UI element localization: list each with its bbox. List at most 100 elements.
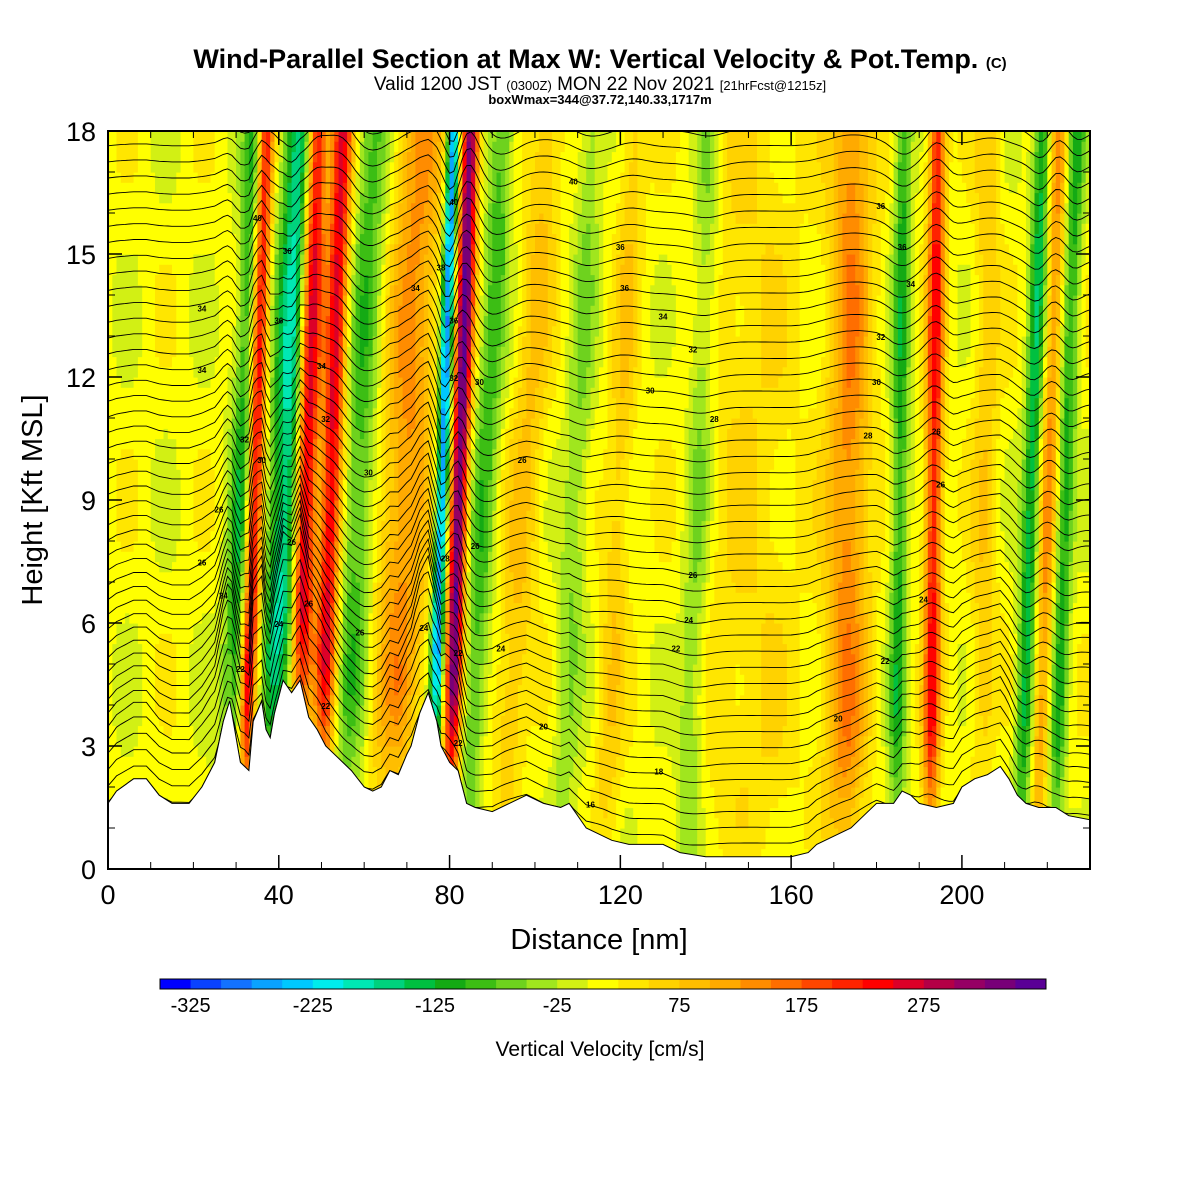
velocity-cell	[231, 233, 237, 245]
velocity-cell	[364, 746, 370, 757]
velocity-cell	[227, 397, 233, 409]
velocity-cell	[347, 612, 352, 624]
velocity-cell	[129, 254, 135, 265]
velocity-cell	[359, 418, 365, 429]
velocity-cell	[189, 356, 194, 368]
velocity-cell	[389, 684, 395, 696]
velocity-cell	[342, 172, 348, 183]
velocity-cell	[180, 254, 186, 265]
velocity-cell	[283, 438, 288, 450]
velocity-cell	[231, 336, 237, 347]
velocity-cell	[347, 715, 352, 727]
velocity-cell	[295, 643, 301, 655]
velocity-cell	[150, 182, 156, 194]
velocity-cell	[197, 500, 203, 511]
velocity-cell	[304, 530, 310, 542]
velocity-cell	[201, 469, 207, 481]
velocity-cell	[223, 623, 229, 634]
velocity-cell	[184, 787, 190, 798]
velocity-cell	[180, 397, 186, 409]
velocity-cell	[133, 653, 139, 665]
velocity-cell	[325, 674, 331, 686]
velocity-cell	[184, 161, 190, 173]
velocity-cell	[291, 448, 297, 460]
velocity-cell	[300, 623, 305, 634]
velocity-cell	[129, 356, 135, 368]
velocity-cell	[372, 489, 378, 501]
velocity-cell	[347, 582, 352, 593]
velocity-cell	[150, 223, 156, 235]
velocity-cell	[223, 295, 229, 306]
velocity-cell	[112, 684, 118, 696]
velocity-cell	[159, 366, 165, 378]
velocity-cell	[120, 694, 126, 706]
velocity-cell	[244, 459, 250, 470]
velocity-cell	[244, 551, 250, 563]
velocity-cell	[210, 653, 216, 665]
velocity-cell	[295, 305, 301, 317]
velocity-cell	[112, 735, 118, 747]
velocity-cell	[359, 151, 365, 163]
velocity-cell	[351, 705, 357, 716]
velocity-cell	[120, 602, 126, 614]
velocity-cell	[159, 397, 165, 409]
velocity-cell	[398, 223, 404, 235]
velocity-cell	[133, 223, 139, 235]
velocity-cell	[227, 377, 233, 388]
velocity-cell	[325, 602, 331, 614]
velocity-cell	[364, 274, 370, 286]
velocity-cell	[338, 223, 344, 235]
velocity-cell	[347, 336, 352, 347]
velocity-cell	[325, 551, 331, 563]
velocity-cell	[155, 141, 160, 153]
velocity-cell	[394, 274, 399, 286]
velocity-cell	[291, 315, 297, 327]
velocity-cell	[338, 530, 344, 542]
velocity-cell	[116, 397, 122, 409]
velocity-cell	[180, 141, 186, 153]
velocity-cell	[372, 366, 378, 378]
velocity-cell	[330, 182, 335, 194]
velocity-cell	[334, 192, 340, 204]
velocity-cell	[308, 192, 314, 204]
velocity-cell	[364, 551, 370, 563]
velocity-cell	[142, 520, 148, 532]
velocity-cell	[172, 500, 177, 511]
velocity-cell	[167, 254, 173, 265]
velocity-cell	[351, 756, 357, 768]
velocity-cell	[146, 633, 152, 645]
velocity-cell	[159, 664, 165, 675]
velocity-cell	[312, 397, 318, 409]
velocity-cell	[133, 336, 139, 347]
velocity-cell	[338, 161, 344, 173]
velocity-cell	[163, 213, 169, 224]
velocity-cell	[201, 653, 207, 665]
velocity-cell	[155, 582, 160, 593]
velocity-cell	[261, 243, 267, 255]
velocity-cell	[317, 489, 323, 501]
velocity-cell	[355, 664, 361, 675]
velocity-cell	[108, 582, 113, 593]
velocity-cell	[385, 489, 391, 501]
velocity-cell	[248, 530, 254, 542]
velocity-cell	[351, 582, 357, 593]
velocity-cell	[295, 664, 301, 675]
velocity-cell	[304, 284, 310, 296]
velocity-cell	[244, 684, 250, 696]
velocity-cell	[112, 131, 118, 142]
velocity-cell	[321, 192, 327, 204]
velocity-cell	[163, 274, 169, 286]
velocity-cell	[270, 264, 276, 276]
velocity-cell	[125, 172, 130, 183]
velocity-cell	[347, 438, 352, 450]
velocity-cell	[291, 161, 297, 173]
velocity-cell	[159, 213, 165, 224]
velocity-cell	[176, 653, 182, 665]
velocity-cell	[223, 182, 229, 194]
velocity-cell	[321, 407, 327, 419]
velocity-cell	[330, 602, 335, 614]
velocity-cell	[108, 684, 113, 696]
velocity-cell	[240, 438, 246, 450]
velocity-cell	[223, 131, 229, 142]
velocity-cell	[193, 325, 199, 337]
